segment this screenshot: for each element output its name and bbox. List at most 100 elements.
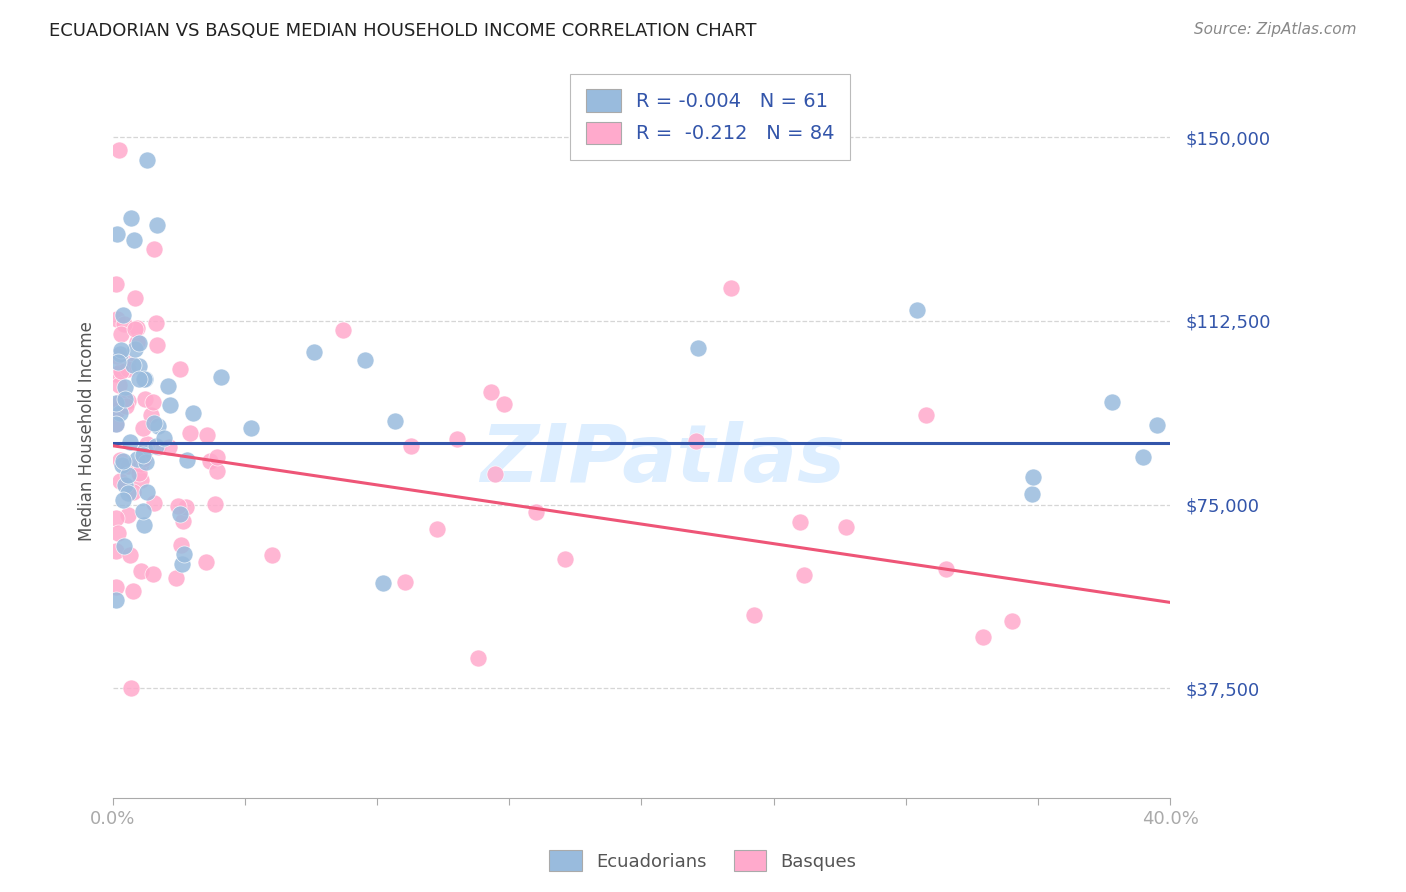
Point [112,539,135,553]
Point [686,341,709,355]
Point [120,681,142,695]
Point [1146,417,1168,432]
Point [146,337,169,351]
Point [110,327,132,342]
Point [111,454,134,468]
Point [117,362,139,376]
Point [142,395,165,409]
Point [128,359,150,373]
Point [484,467,506,481]
Point [125,320,148,334]
Point [134,392,156,406]
Point [112,317,135,331]
Point [118,548,141,562]
Point [108,406,131,420]
Point [793,568,815,582]
Point [169,361,191,376]
Point [104,396,127,410]
Point [120,435,142,450]
Point [479,384,502,399]
Point [198,454,221,468]
Text: ZIPatlas: ZIPatlas [479,421,845,500]
Point [131,421,153,435]
Point [142,496,165,510]
Point [195,555,218,569]
Point [384,414,406,428]
Point [129,457,152,471]
Point [107,349,129,363]
Point [114,392,136,407]
Text: ECUADORIAN VS BASQUE MEDIAN HOUSEHOLD INCOME CORRELATION CHART: ECUADORIAN VS BASQUE MEDIAN HOUSEHOLD IN… [49,22,756,40]
Point [104,417,127,432]
Point [353,353,375,368]
Point [111,458,134,472]
Point [132,448,155,462]
Point [129,473,152,487]
Point [108,144,131,158]
Point [117,486,139,500]
Point [117,508,139,522]
Point [399,439,422,453]
Point [134,442,156,457]
Point [170,558,193,572]
Point [135,436,157,450]
Point [128,466,150,480]
Point [914,409,936,423]
Point [152,431,174,445]
Point [121,484,143,499]
Point [117,467,139,482]
Point [127,334,149,349]
Point [128,335,150,350]
Point [1132,450,1154,464]
Point [111,493,134,508]
Point [117,356,139,370]
Point [108,378,131,392]
Point [145,439,167,453]
Point [1021,470,1043,484]
Point [104,511,127,525]
Point [134,372,156,386]
Point [127,452,149,467]
Point [107,354,129,368]
Point [394,575,416,590]
Point [117,458,139,473]
Point [169,507,191,521]
Point [135,454,157,468]
Point [170,538,193,552]
Point [110,343,132,358]
Point [132,504,155,518]
Point [124,322,146,336]
Point [332,323,354,337]
Point [114,400,136,414]
Y-axis label: Median Household Income: Median Household Income [79,321,96,541]
Point [122,583,145,598]
Point [935,562,957,576]
Point [720,281,742,295]
Point [132,452,155,467]
Point [972,630,994,644]
Point [744,608,766,623]
Point [107,526,129,541]
Point [426,522,449,536]
Point [139,408,162,422]
Point [111,308,134,322]
Point [105,402,128,417]
Point [122,233,145,247]
Point [117,394,139,409]
Point [105,311,128,326]
Point [120,211,142,226]
Point [104,580,127,594]
Point [104,544,127,558]
Point [204,497,226,511]
Point [108,474,131,488]
Point [156,379,179,393]
Point [172,514,194,528]
Point [905,303,928,318]
Point [159,398,181,412]
Point [1101,395,1123,409]
Point [148,440,170,454]
Point [262,548,284,562]
Point [373,576,395,591]
Point [136,485,159,500]
Point [240,420,263,434]
